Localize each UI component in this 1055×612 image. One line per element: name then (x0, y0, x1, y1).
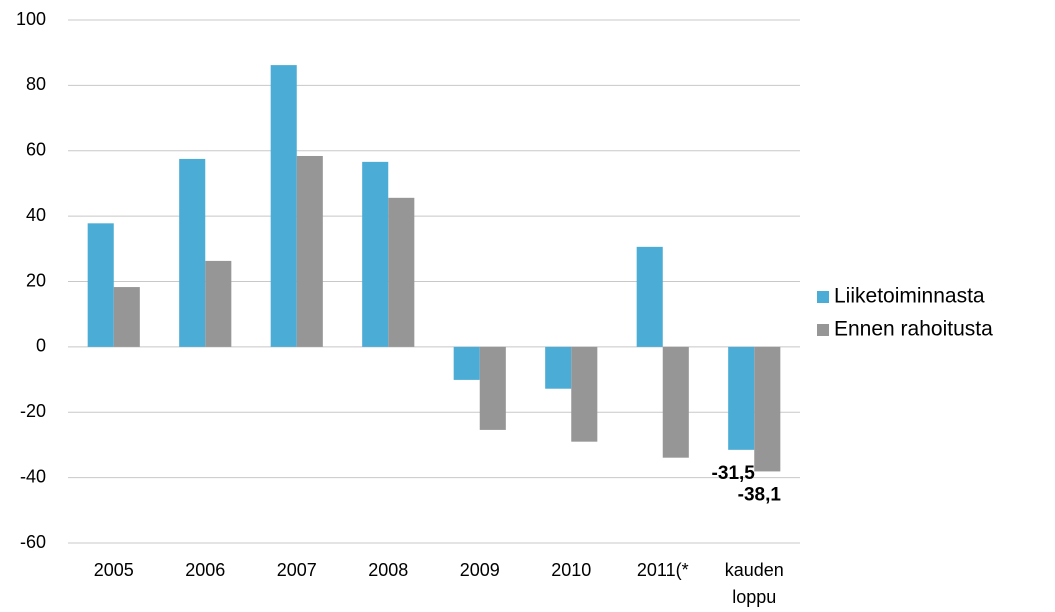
legend-label: Ennen rahoitusta (834, 318, 993, 341)
bar (571, 346, 598, 442)
x-tick-label: 2007 (277, 560, 317, 580)
x-tick-label: 2009 (460, 560, 500, 580)
bar (453, 346, 480, 380)
bar (362, 161, 389, 347)
y-tick-label: 40 (26, 205, 46, 225)
bar (662, 346, 689, 458)
bar (205, 260, 232, 347)
y-tick-label: -40 (20, 466, 46, 486)
bar (179, 158, 206, 347)
legend-label: Liiketoiminnasta (834, 285, 985, 308)
x-tick-label: 2008 (368, 560, 408, 580)
bar (479, 346, 506, 430)
y-tick-label: 100 (16, 9, 46, 29)
bar (296, 155, 323, 347)
legend-swatch (817, 291, 829, 303)
bar (388, 197, 415, 347)
data-label: -31,5 (712, 463, 756, 484)
bar (270, 65, 297, 347)
x-tick-label: 2011(* (637, 560, 689, 580)
y-tick-label: 60 (26, 140, 46, 160)
bar (113, 287, 140, 347)
x-tick-label: 2010 (551, 560, 591, 580)
bar (545, 346, 572, 389)
legend-swatch (817, 324, 829, 336)
y-tick-label: -60 (20, 532, 46, 552)
bar (636, 246, 663, 347)
bar (728, 346, 755, 450)
bar (754, 346, 781, 472)
bar (87, 223, 114, 347)
y-tick-label: 20 (26, 270, 46, 290)
x-tick-label: 2006 (185, 560, 225, 580)
y-tick-label: 80 (26, 74, 46, 94)
y-tick-label: 0 (36, 336, 46, 356)
x-tick-label: kauden loppu (725, 560, 784, 607)
y-tick-label: -20 (20, 401, 46, 421)
x-tick-label: 2005 (94, 560, 134, 580)
data-label: -38,1 (738, 484, 782, 505)
